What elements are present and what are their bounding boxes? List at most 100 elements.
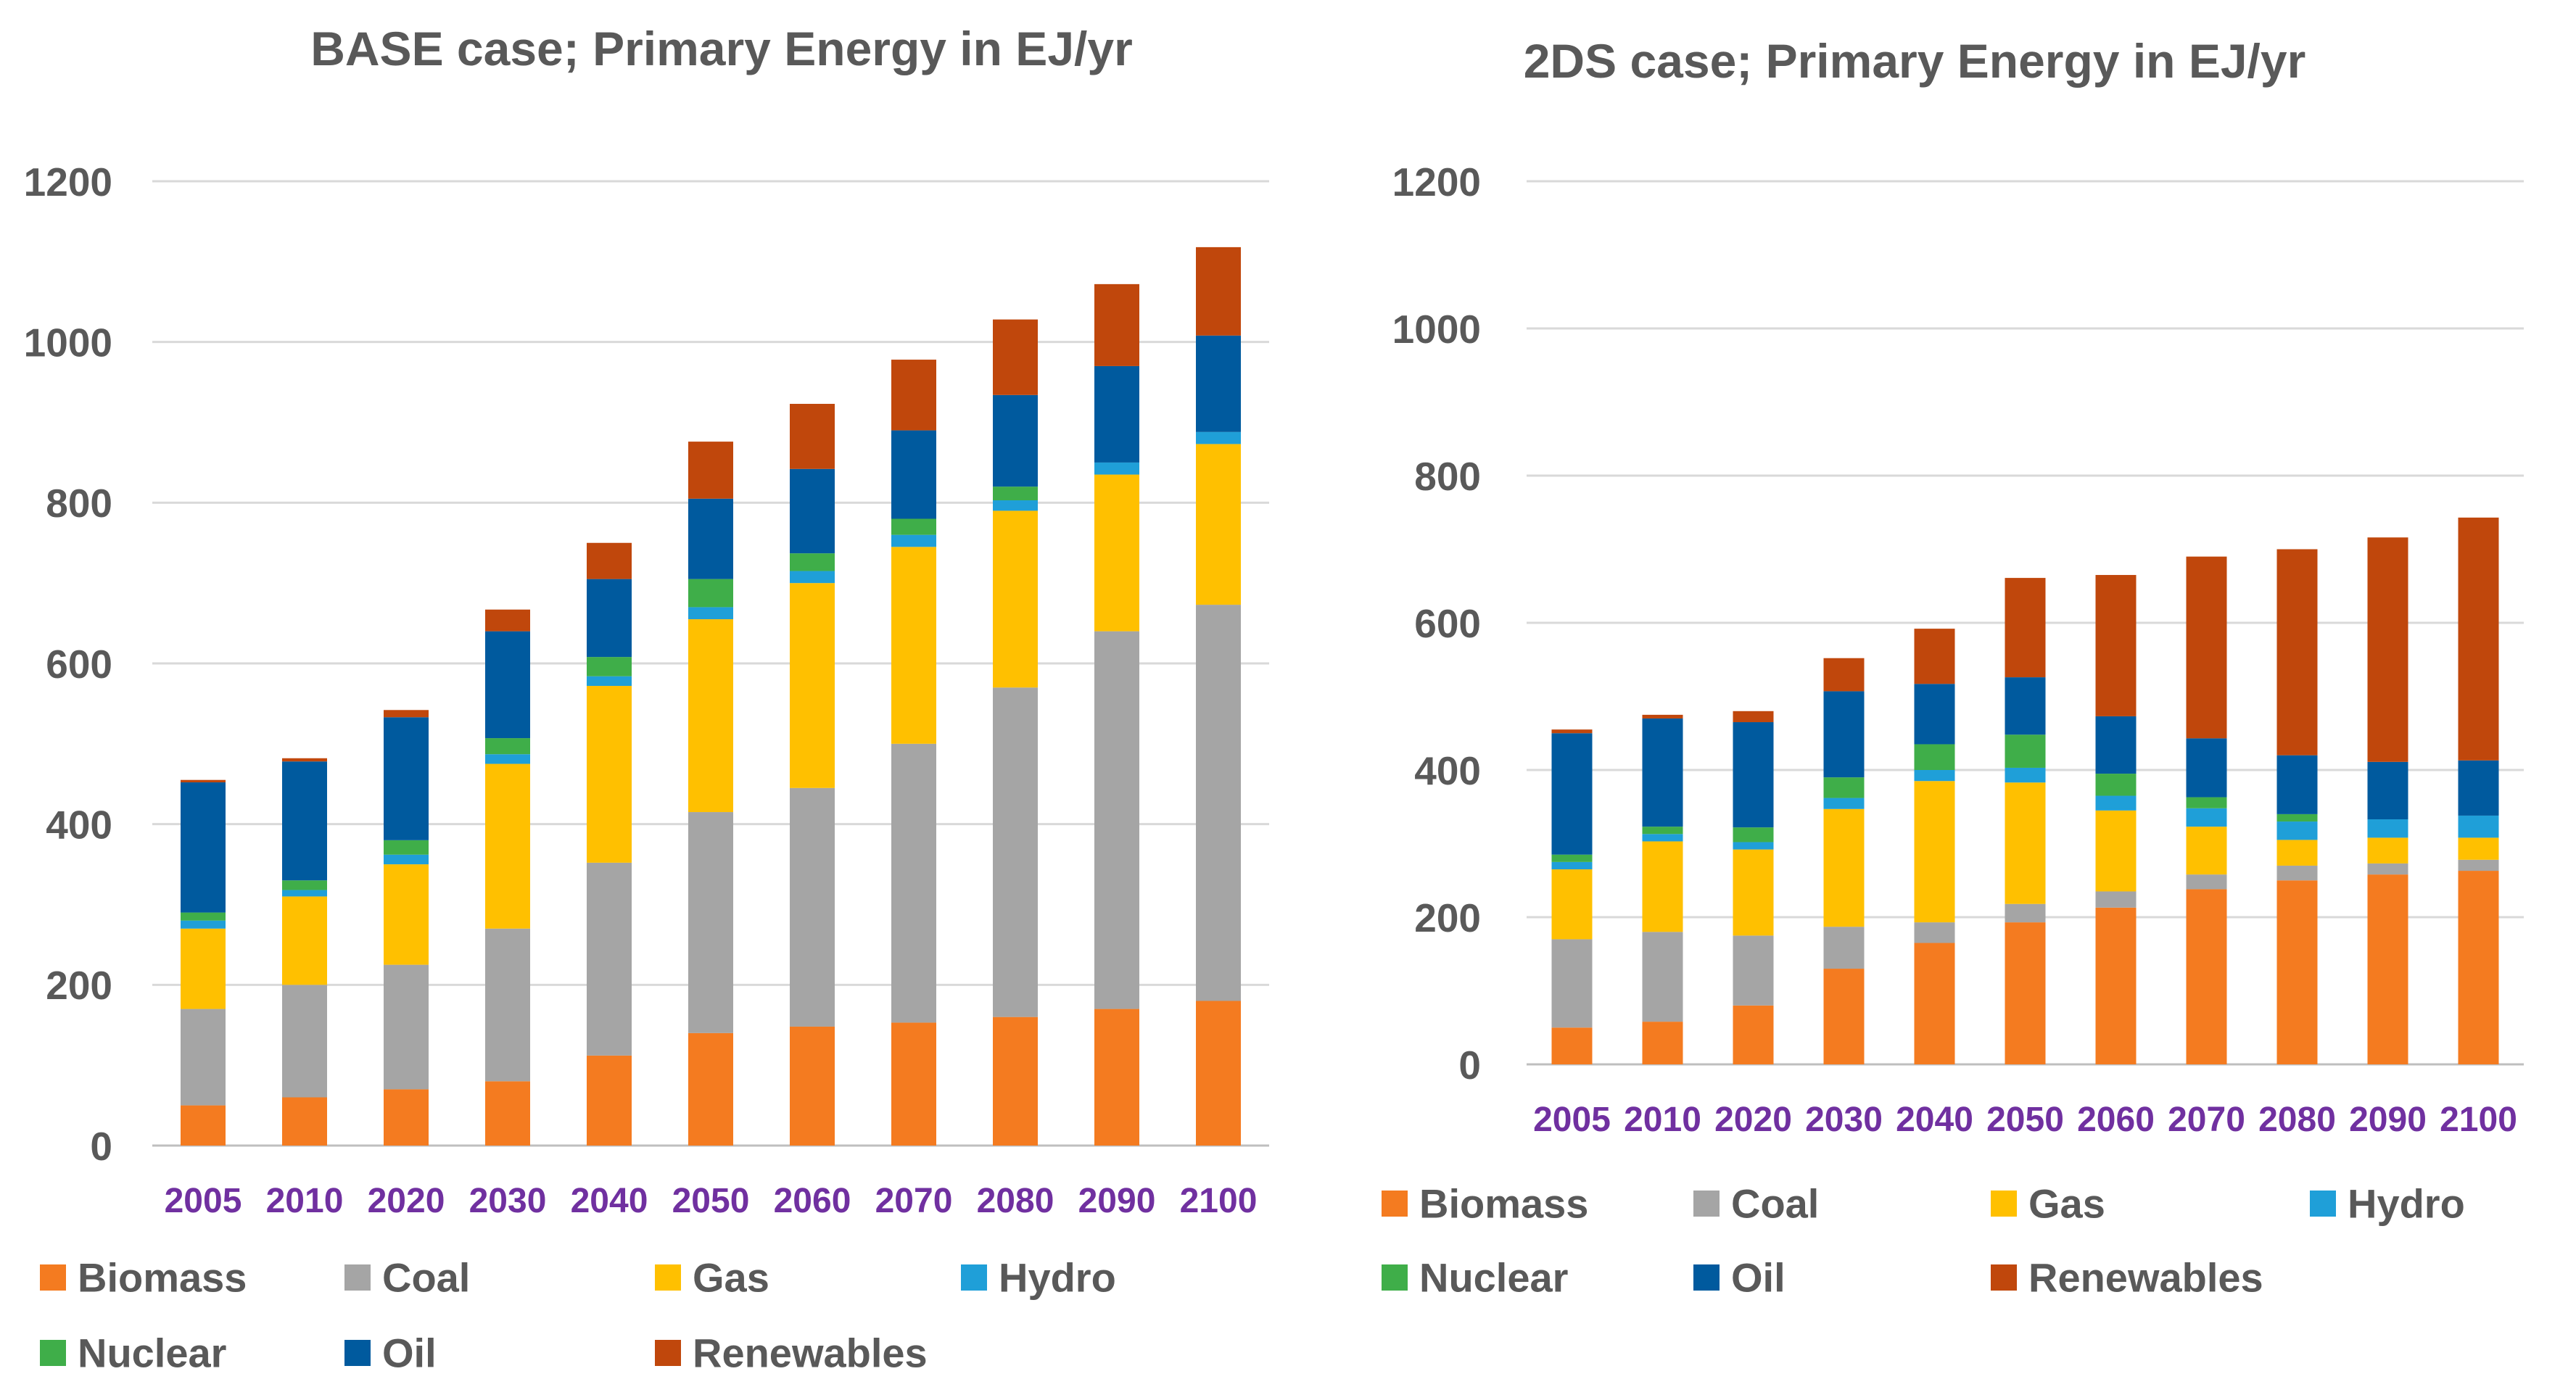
legend-swatch (1693, 1191, 1720, 1217)
bars (1551, 517, 2499, 1064)
bar-segment-biomass-2090 (1094, 1009, 1139, 1146)
bar-segment-hydro-2090 (1094, 462, 1139, 475)
bar-segment-nuclear-2080 (2276, 813, 2318, 822)
bar-segment-nuclear-2070 (2186, 797, 2227, 808)
bar-segment-nuclear-2030 (1823, 777, 1865, 798)
x-tick-label: 2060 (774, 1182, 851, 1220)
bar-segment-nuclear-2010 (282, 880, 327, 890)
bar-segment-renewables-2030 (1823, 658, 1865, 692)
bar-segment-biomass-2080 (993, 1017, 1038, 1146)
bar-segment-hydro-2070 (891, 534, 936, 547)
bar-segment-gas-2070 (891, 547, 936, 744)
bar-segment-coal-2060 (790, 787, 835, 1027)
bar-segment-biomass-2080 (2276, 880, 2318, 1064)
legend-swatch (344, 1264, 371, 1291)
bar-segment-renewables-2005 (181, 779, 226, 783)
x-tick-label: 2040 (1896, 1101, 1973, 1139)
x-tick-label: 2005 (165, 1182, 242, 1220)
bar-segment-gas-2005 (181, 928, 226, 1009)
y-tick-label: 600 (1414, 601, 1481, 646)
legend-item-gas: Gas (655, 1255, 769, 1301)
y-tick-label: 800 (46, 481, 112, 526)
bar-segment-biomass-2030 (1823, 969, 1865, 1064)
bar-segment-coal-2010 (282, 985, 327, 1098)
bar-segment-renewables-2090 (2367, 537, 2408, 762)
legend-item-hydro: Hydro (961, 1255, 1116, 1301)
bar-segment-nuclear-2050 (2005, 734, 2046, 768)
bar-segment-hydro-2060 (790, 571, 835, 584)
bar-segment-nuclear-2080 (993, 487, 1038, 501)
legend-item-oil: Oil (344, 1330, 437, 1376)
bar-segment-oil-2100 (1196, 335, 1241, 432)
x-axis: 2005 2010 2020 2030 2040 2050 2060 2070 2080 2090… (1533, 1101, 2517, 1139)
legend-label: Hydro (2348, 1181, 2465, 1227)
bar-segment-coal-2080 (2276, 865, 2318, 881)
chart-title: BASE case; Primary Energy in EJ/yr (310, 22, 1133, 75)
bar-segment-renewables-2040 (1914, 629, 1955, 684)
bar-segment-gas-2090 (2367, 837, 2408, 864)
bar-segment-renewables-2050 (2005, 578, 2046, 678)
x-tick-label: 2030 (469, 1182, 547, 1220)
2ds-case-chart: 2DS case; Primary Energy in EJ/yr 0 200 40… (1382, 34, 2524, 1301)
bar-segment-hydro-2090 (2367, 819, 2408, 838)
bar-segment-hydro-2080 (993, 500, 1038, 511)
x-tick-label: 2030 (1805, 1101, 1883, 1139)
bar-segment-renewables-2020 (1733, 711, 1774, 723)
bar-segment-gas-2030 (1823, 808, 1865, 927)
legend-item-nuclear: Nuclear (1382, 1255, 1568, 1301)
bar-segment-gas-2030 (485, 763, 530, 929)
bar-segment-biomass-2010 (1642, 1022, 1683, 1064)
bar-segment-oil-2030 (485, 631, 530, 739)
bar-segment-oil-2080 (993, 394, 1038, 487)
bar-segment-gas-2010 (1642, 841, 1683, 932)
bars (181, 247, 1241, 1146)
x-tick-label: 2070 (875, 1182, 953, 1220)
bar-segment-oil-2010 (1642, 718, 1683, 827)
bar-segment-gas-2080 (993, 510, 1038, 688)
bar-segment-coal-2050 (2005, 903, 2046, 923)
bar-segment-gas-2050 (2005, 782, 2046, 904)
x-tick-label: 2010 (266, 1182, 344, 1220)
bar-segment-nuclear-2040 (587, 657, 632, 676)
bar-segment-renewables-2005 (1551, 729, 1593, 734)
legend-swatch (1991, 1191, 2017, 1217)
x-tick-label: 2010 (1624, 1101, 1701, 1139)
bar-segment-renewables-2070 (891, 360, 936, 431)
bar-segment-hydro-2040 (1914, 770, 1955, 782)
bar-segment-gas-2070 (2186, 827, 2227, 875)
bar-segment-renewables-2090 (1094, 283, 1139, 366)
x-tick-label: 2020 (368, 1182, 445, 1220)
legend-label: Oil (1731, 1255, 1786, 1301)
bar-segment-coal-2040 (1914, 922, 1955, 943)
bar-segment-hydro-2020 (384, 854, 429, 865)
bar-segment-nuclear-2060 (790, 553, 835, 571)
bar-segment-oil-2030 (1823, 691, 1865, 778)
bar-segment-biomass-2030 (485, 1081, 530, 1146)
bar-segment-renewables-2070 (2186, 556, 2227, 739)
bar-segment-biomass-2040 (1914, 943, 1955, 1064)
x-tick-label: 2050 (672, 1182, 750, 1220)
y-tick-label: 1000 (1392, 307, 1481, 352)
bar-segment-hydro-2005 (181, 920, 226, 929)
bar-segment-hydro-2080 (2276, 821, 2318, 840)
bar-segment-nuclear-2050 (688, 579, 733, 608)
bar-segment-coal-2080 (993, 687, 1038, 1017)
bar-segment-biomass-2005 (181, 1105, 226, 1146)
bar-segment-hydro-2010 (1642, 834, 1683, 842)
legend-item-biomass: Biomass (40, 1255, 247, 1301)
y-tick-label: 400 (1414, 748, 1481, 793)
legend-label: Nuclear (78, 1330, 226, 1376)
bar-segment-oil-2040 (1914, 684, 1955, 745)
legend: Biomass Coal Gas Hydro Nuclear Oil Renewables (1382, 1181, 2465, 1301)
bar-segment-coal-2090 (2367, 863, 2408, 875)
bar-segment-nuclear-2005 (181, 912, 226, 921)
bar-segment-renewables-2060 (790, 404, 835, 469)
bar-segment-gas-2020 (384, 864, 429, 965)
legend-swatch (1991, 1264, 2017, 1291)
bar-segment-biomass-2060 (790, 1026, 835, 1146)
bar-segment-coal-2070 (891, 743, 936, 1023)
bar-segment-coal-2005 (181, 1009, 226, 1106)
y-tick-label: 200 (46, 963, 112, 1008)
bar-segment-oil-2010 (282, 761, 327, 881)
